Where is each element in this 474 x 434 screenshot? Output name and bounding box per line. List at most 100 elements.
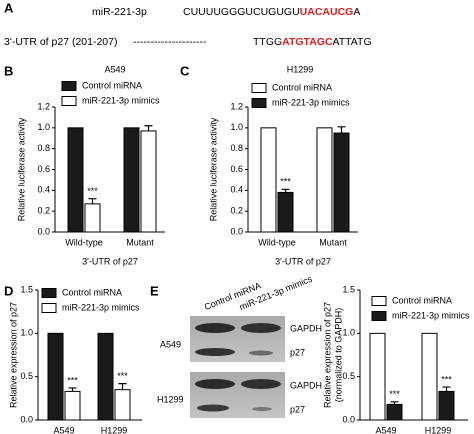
error-bar [337, 126, 346, 134]
y-tick-label: 1.2 [37, 101, 50, 111]
chart-title: A549 [104, 64, 125, 74]
y-tick-label: 0.4 [37, 185, 50, 195]
bar [386, 403, 403, 421]
bar [123, 127, 140, 233]
legend-label: Control miRNA [82, 80, 142, 90]
error-bar [118, 383, 127, 390]
bar [260, 127, 277, 233]
bar [369, 332, 386, 421]
legend-swatch [371, 296, 387, 306]
bar [47, 332, 64, 421]
y-tick-label: 0.4 [230, 185, 243, 195]
x-tick-label: A549 [375, 425, 396, 434]
seq-part: CUUUUGGGUCUGUGU [183, 6, 300, 18]
cell-line-label: H1299 [157, 394, 184, 404]
legend-swatch [41, 303, 57, 313]
legend-swatch [251, 98, 267, 108]
y-tick-label: 0.8 [37, 143, 50, 153]
utr-sequence: TTGGATGTAGCATTATG [253, 36, 372, 48]
blot-a549 [190, 316, 285, 362]
legend-label: miR-221-3p mimics [82, 95, 160, 105]
cell-line-label: A549 [160, 339, 181, 349]
bar [97, 332, 114, 421]
legend-label: Control miRNA [62, 287, 122, 297]
y-axis-label: Relative expression of p27 [322, 302, 332, 408]
y-axis-label: Relative expression of p27 [8, 302, 18, 408]
y-tick-label: 1.0 [20, 328, 33, 338]
y-tick-label: 1.5 [20, 284, 33, 294]
band-label: p27 [290, 404, 305, 414]
legend-label: miR-221-3p mimics [272, 97, 350, 107]
x-tick-label: Wild-type [258, 237, 296, 247]
chart-title: H1299 [287, 64, 314, 74]
error-bar [390, 401, 399, 405]
bar [277, 191, 294, 233]
y-tick-label: 0.5 [342, 371, 355, 381]
bar [316, 127, 333, 233]
x-axis-label: 3'-UTR of p27 [82, 256, 138, 266]
error-bar [144, 125, 153, 131]
y-tick-label: 0.6 [37, 164, 50, 174]
utr-name: 3'-UTR of p27 (201-207) [4, 36, 117, 48]
y-tick-label: 0.0 [230, 226, 243, 236]
panel-label: C [180, 63, 190, 78]
y-axis-label: (normalized to GAPDH) [333, 308, 343, 403]
band-label: GAPDH [290, 380, 322, 390]
y-axis-label: Relative luciferase activity [16, 117, 26, 221]
bar [114, 389, 131, 421]
bar [67, 127, 84, 233]
panel-label: D [4, 283, 13, 298]
significance: *** [67, 375, 78, 385]
seed-seq: UACAUCG [300, 6, 354, 18]
bar [421, 332, 438, 421]
seq-part: TTGG [253, 36, 282, 48]
seq-part: A [353, 6, 360, 18]
y-tick-label: 0.0 [20, 414, 33, 424]
legend-label: Control miRNA [392, 295, 452, 305]
x-tick-label: Mutant [319, 237, 347, 247]
site-seq: ATGTAGC [282, 36, 333, 48]
y-tick-label: 0.6 [230, 164, 243, 174]
significance: *** [87, 186, 98, 196]
bar [333, 132, 350, 233]
panel-label: A [4, 0, 14, 15]
error-bar [442, 386, 451, 392]
legend-swatch [41, 288, 57, 298]
y-tick-label: 0.0 [37, 226, 50, 236]
bar [84, 203, 101, 233]
panel-label: E [150, 283, 159, 298]
y-tick-label: 1.0 [342, 328, 355, 338]
significance: *** [117, 371, 128, 381]
y-tick-label: 0.5 [20, 371, 33, 381]
x-tick-label: H1299 [101, 425, 128, 434]
y-tick-label: 0.0 [342, 414, 355, 424]
error-bar [281, 188, 290, 193]
x-tick-label: Mutant [126, 237, 154, 247]
y-tick-label: 1.0 [230, 122, 243, 132]
y-tick-label: 1.2 [230, 101, 243, 111]
bar [64, 390, 81, 421]
y-tick-label: 0.8 [230, 143, 243, 153]
x-axis-label: 3'-UTR of p27 [275, 256, 331, 266]
y-tick-label: 0.2 [37, 206, 50, 216]
legend-label: miR-221-3p mimics [62, 302, 140, 312]
legend-label: miR-221-3p mimics [392, 310, 470, 320]
significance: *** [389, 389, 400, 399]
bar [438, 390, 455, 421]
y-tick-label: 1.5 [342, 284, 355, 294]
y-axis-label: Relative luciferase activity [208, 117, 218, 221]
legend-swatch [61, 96, 77, 106]
legend-label: Control miRNA [272, 82, 332, 92]
band-label: p27 [290, 347, 305, 357]
x-tick-label: Wild-type [65, 237, 103, 247]
legend-swatch [251, 83, 267, 93]
x-tick-label: A549 [53, 425, 74, 434]
blot-h1299 [190, 372, 285, 418]
bar [140, 130, 157, 233]
legend-swatch [61, 81, 77, 91]
seq-part: ATTATG [333, 36, 372, 48]
mirna-name: miR-221-3p [92, 6, 147, 18]
y-tick-label: 0.2 [230, 206, 243, 216]
dashes: --------------------- [133, 36, 207, 48]
